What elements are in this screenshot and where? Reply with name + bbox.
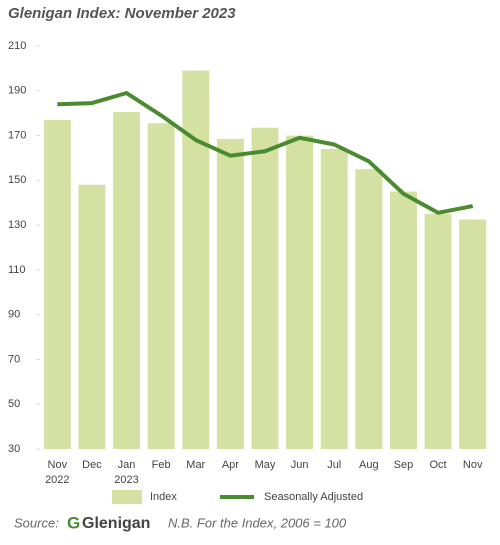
x-tick-label-line: 2022 [45, 474, 69, 486]
bar [389, 191, 417, 449]
x-tick-label: May [255, 459, 276, 471]
y-tick-label: 190 [8, 85, 26, 97]
brand-mark: G [67, 513, 80, 532]
y-tick-label: 90 [8, 309, 20, 321]
bar [459, 219, 487, 449]
y-tick-label: 210 [8, 40, 26, 52]
bar [113, 112, 141, 449]
chart-title: Glenigan Index: November 2023 [8, 5, 236, 22]
bar [355, 169, 383, 449]
source-note: N.B. For the Index, 2006 = 100 [168, 515, 347, 530]
x-tick-label: Nov [463, 459, 483, 471]
y-tick-label: 170 [8, 129, 26, 141]
x-tick-label: Mar [186, 459, 205, 471]
bar [216, 138, 244, 450]
x-tick-label: Nov 2022 [45, 459, 69, 486]
legend-swatch [112, 490, 142, 504]
x-tick-label-line: Jan [118, 459, 136, 471]
x-tick-label-line: Nov [48, 459, 68, 471]
y-tick-label: 50 [8, 398, 20, 410]
x-tick-label: Aug [359, 459, 379, 471]
y-tick-label: 130 [8, 219, 26, 231]
bar [424, 213, 452, 449]
source-label: Source: [14, 515, 59, 530]
bar [78, 184, 106, 450]
y-tick-label: 110 [8, 264, 26, 276]
x-tick-label: Oct [430, 459, 447, 471]
y-tick-label: 70 [8, 353, 20, 365]
bar [43, 119, 71, 449]
x-tick-label: Jun [291, 459, 309, 471]
bar [182, 70, 210, 449]
y-tick-label: 150 [8, 174, 26, 186]
legend-label: Seasonally Adjusted [264, 491, 363, 503]
bar [251, 127, 279, 449]
x-tick-label: Sep [394, 459, 414, 471]
brand: Glenigan [82, 515, 150, 532]
x-tick-label: Feb [152, 459, 171, 471]
line [57, 91, 474, 215]
bar [147, 123, 175, 449]
x-tick-label: Jul [327, 459, 341, 471]
x-tick-label: Jan 2023 [114, 459, 138, 486]
legend-label: Index [150, 491, 177, 503]
bar [320, 148, 348, 449]
bar [286, 135, 314, 450]
x-tick-label: Apr [222, 459, 239, 471]
x-tick-label: Dec [82, 459, 102, 471]
x-tick-label-line: 2023 [114, 474, 138, 486]
y-tick-label: 30 [8, 443, 20, 455]
